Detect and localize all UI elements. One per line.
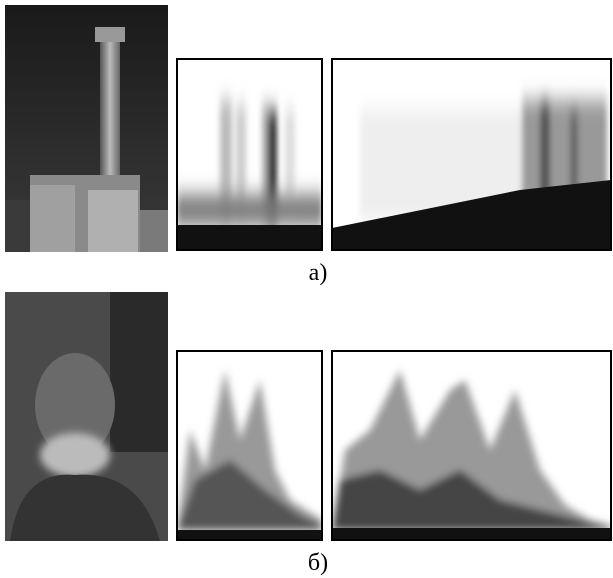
photo-column — [5, 5, 168, 252]
subfigure-label: а) — [309, 260, 328, 286]
depth-map-b2 — [332, 351, 611, 540]
photo-man — [5, 292, 168, 541]
depth-map-a1 — [177, 59, 322, 250]
figure-canvas: а) б) — [0, 0, 613, 578]
depth-map-a2 — [332, 59, 611, 250]
subfigure-label: б) — [308, 550, 328, 576]
figure: а) б) — [0, 0, 613, 578]
depth-map-b1 — [177, 351, 322, 540]
